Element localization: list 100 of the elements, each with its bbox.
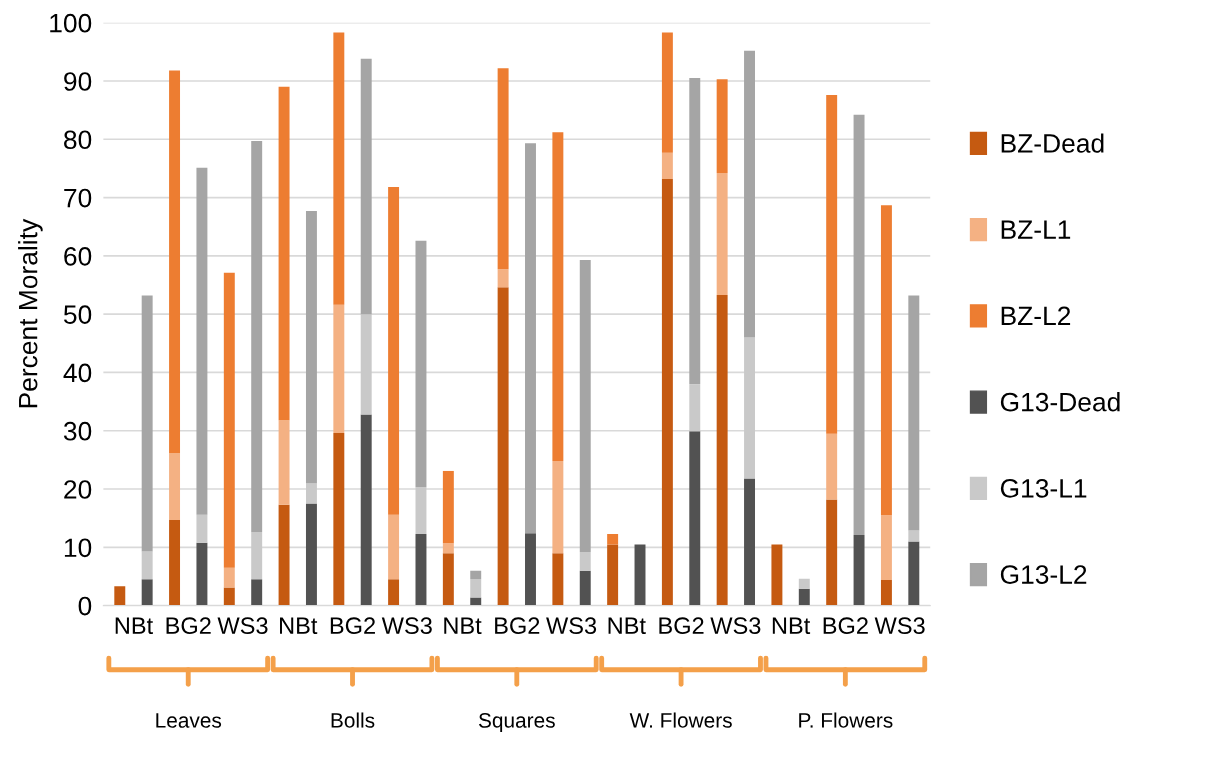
bar: [826, 433, 838, 500]
bar: [853, 114, 865, 536]
bar: [579, 570, 591, 606]
bar: [607, 544, 619, 606]
bar: [880, 515, 892, 580]
bar: [141, 551, 153, 580]
bar: [196, 167, 208, 515]
bar: [169, 70, 181, 453]
y-tick-label: 80: [64, 130, 92, 150]
bar: [223, 272, 235, 568]
bar: [607, 533, 619, 545]
bar: [552, 461, 564, 554]
legend-label: BZ-L2: [1001, 306, 1071, 325]
x-tick-label: WS3: [217, 617, 268, 635]
bar: [415, 487, 427, 534]
text: Squares: [478, 713, 555, 732]
bar: [251, 141, 263, 533]
bar: [716, 173, 728, 295]
x-tick-label: NBt: [772, 617, 811, 635]
text: W. Flowers: [629, 712, 732, 728]
bar: [305, 210, 317, 484]
x-tick-label: WS3: [874, 617, 925, 635]
bar: [826, 499, 838, 606]
y-tick-label: 60: [64, 247, 92, 266]
bar: [223, 587, 235, 606]
x-tick-label: BG2: [823, 617, 868, 635]
y-tick-label: 30: [63, 421, 92, 441]
bar: [196, 542, 208, 606]
x-tick-label: WS3: [710, 617, 761, 635]
bar: [333, 433, 345, 606]
bar: [826, 94, 838, 434]
bar: [442, 553, 454, 606]
bar: [442, 470, 454, 544]
bar: [360, 58, 372, 315]
bar: [689, 431, 701, 606]
bar: [470, 597, 482, 606]
text: P. Flowers: [799, 712, 893, 728]
bar: [689, 78, 701, 385]
bar: [798, 588, 810, 606]
bar: [278, 420, 290, 505]
bar: [579, 259, 591, 552]
bar: [442, 543, 454, 554]
x-tick-label: NBt: [280, 617, 318, 635]
bar: [880, 205, 892, 516]
bar: [689, 384, 701, 432]
bar: [360, 314, 372, 415]
bar: [196, 514, 208, 543]
x-tick-label: WS3: [546, 617, 597, 635]
bar: [388, 514, 400, 580]
bar: [497, 68, 509, 270]
text: Leaves: [156, 713, 222, 728]
bar: [388, 579, 400, 606]
bar: [278, 504, 290, 606]
bar: [744, 337, 756, 479]
x-tick-label: NBt: [608, 617, 646, 635]
bar: [388, 187, 400, 515]
y-tick-label: 70: [64, 188, 92, 208]
bar: [497, 287, 509, 606]
y-tick-label: 100: [50, 13, 92, 33]
bar: [141, 579, 153, 606]
bar: [552, 132, 564, 462]
y-tick-label: 10: [64, 538, 92, 558]
bar: [771, 544, 783, 606]
bar: [415, 240, 427, 488]
x-tick-label: BG2: [166, 617, 211, 635]
legend-label: BZ-Dead: [1001, 133, 1104, 153]
y-axis-title: Percent Morality: [18, 218, 43, 408]
y-tick-label: 0: [78, 596, 92, 616]
bar: [278, 86, 290, 421]
y-tick-label: 40: [63, 363, 92, 383]
bar: [908, 295, 920, 531]
bar: [141, 295, 153, 552]
bar: [305, 503, 317, 606]
legend-label: G13-Dead: [1000, 392, 1120, 412]
bar: [880, 579, 892, 606]
bar: [716, 79, 728, 174]
bar: [661, 152, 673, 179]
x-tick-label: NBt: [115, 617, 153, 635]
bar: [634, 544, 646, 606]
legend-label: G13-L2: [1000, 565, 1087, 584]
bar: [470, 570, 482, 580]
legend-label: G13-L1: [1000, 478, 1087, 498]
x-tick-label: WS3: [381, 617, 432, 635]
bar: [853, 535, 865, 606]
x-tick-label: BG2: [330, 617, 375, 635]
bar: [525, 533, 536, 606]
x-tick-label: BG2: [495, 617, 540, 635]
bar: [360, 414, 372, 606]
bar: [223, 567, 235, 588]
y-tick-label: 20: [64, 480, 92, 499]
bar: [470, 579, 482, 598]
legend-label: BZ-L1: [1001, 220, 1071, 239]
bar: [798, 578, 810, 589]
bar: [525, 143, 536, 534]
x-tick-label: NBt: [444, 617, 482, 635]
bar: [744, 50, 756, 338]
bar: [908, 530, 920, 542]
bar: [305, 483, 317, 504]
text: Bolls: [331, 712, 375, 728]
bar: [579, 551, 591, 571]
